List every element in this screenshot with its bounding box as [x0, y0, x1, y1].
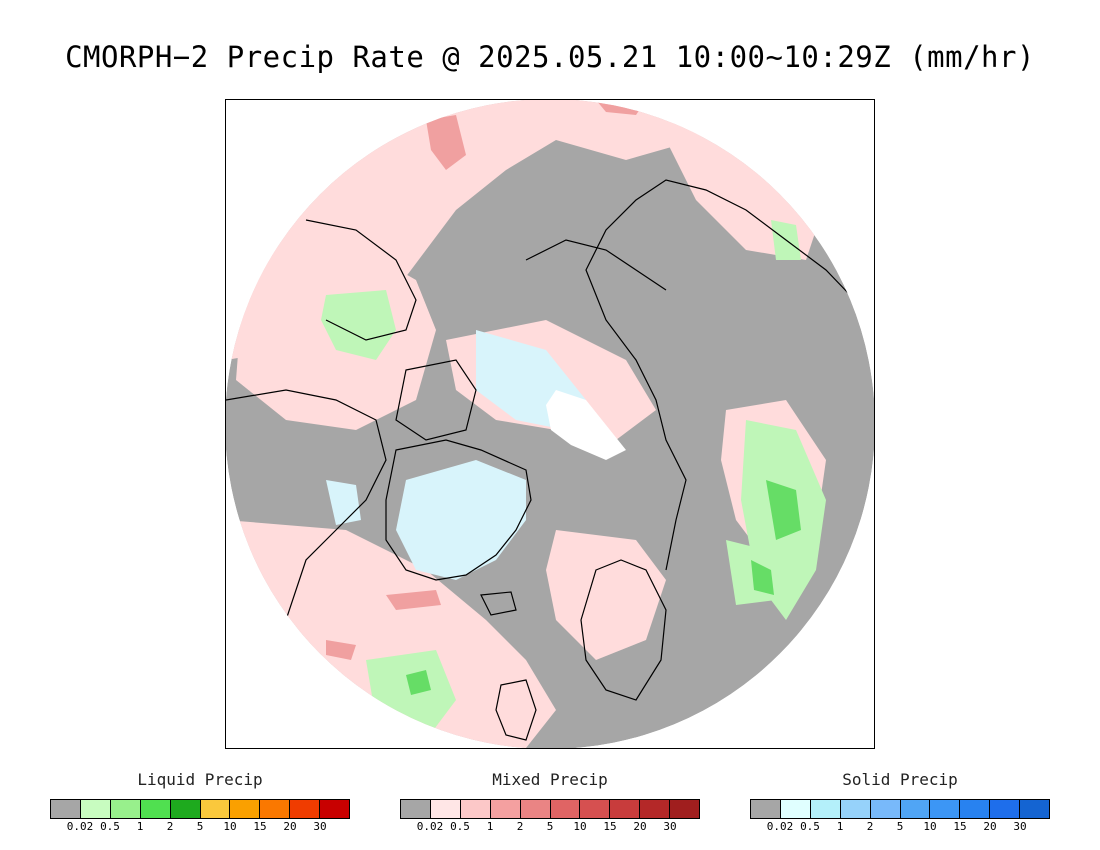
legend-swatch-7 [260, 800, 291, 818]
legend-liquid-precip: Liquid Precip 0.02 0.5 1 2 5 10 15 20 30 [50, 770, 350, 834]
liquid-precip-canada [321, 290, 396, 360]
greenland-coast [385, 439, 532, 581]
legend-swatch-7 [960, 800, 991, 818]
legend-swatch-1 [780, 800, 811, 818]
legend-swatch-8 [290, 800, 321, 818]
coastlines [226, 179, 874, 741]
north-america-coast [226, 389, 387, 641]
solid-precip-greenland-icecap [396, 460, 526, 580]
legend-tick-label: 10 [223, 820, 237, 833]
siberia-north-coast [525, 239, 667, 291]
legend-swatch-1 [430, 800, 461, 818]
legend-swatch-3 [840, 800, 871, 818]
mixed-precip-heavy-cells [326, 100, 646, 660]
legend-tick-label: 2 [166, 820, 174, 833]
legend-solid-precip: Solid Precip 0.02 0.5 1 2 5 10 15 20 30 [750, 770, 1050, 834]
legend-tick-label: 1 [836, 820, 844, 833]
legend-swatch-3 [490, 800, 521, 818]
legend-tick-label: 0.02 [66, 820, 94, 833]
legend-swatches [750, 799, 1050, 819]
mixed-precip-norwegian-sea [546, 530, 666, 660]
legend-tick-label: 15 [953, 820, 967, 833]
legend-swatches [400, 799, 700, 819]
legend-swatch-0 [401, 800, 431, 818]
legend-tick-label: 5 [196, 820, 204, 833]
legend-swatch-8 [990, 800, 1021, 818]
legend-swatch-5 [550, 800, 581, 818]
legend-tick-label: 20 [283, 820, 297, 833]
legend-tick-label: 20 [983, 820, 997, 833]
legend-swatch-5 [200, 800, 231, 818]
legend-swatch-9 [320, 800, 350, 818]
alaska-coast [305, 219, 417, 341]
legend-swatches [50, 799, 350, 819]
legend-tick-label: 30 [313, 820, 327, 833]
legend-swatch-2 [110, 800, 141, 818]
legend-title: Mixed Precip [492, 770, 608, 789]
legend-tick-label: 20 [633, 820, 647, 833]
polar-map-frame [225, 99, 875, 749]
eurasia-coast [585, 179, 874, 571]
legend-tick-label: 1 [136, 820, 144, 833]
legend-tick-label: 0.5 [450, 820, 470, 833]
mixed-heavy-cell-4 [326, 640, 356, 660]
legend-ticks: 0.02 0.5 1 2 5 10 15 20 30 [750, 820, 1050, 834]
liquid-moderate-cell-3 [751, 560, 774, 595]
legend-swatch-7 [610, 800, 641, 818]
legend-tick-label: 5 [546, 820, 554, 833]
mixed-heavy-cell-3 [386, 590, 441, 610]
iceland-coast [480, 591, 517, 616]
legend-tick-label: 30 [1013, 820, 1027, 833]
legend-tick-label: 15 [603, 820, 617, 833]
legend-swatch-1 [80, 800, 111, 818]
canadian-archipelago-coast [395, 359, 477, 441]
legend-tick-label: 5 [896, 820, 904, 833]
legend-title: Solid Precip [842, 770, 958, 789]
legend-mixed-precip: Mixed Precip 0.02 0.5 1 2 5 10 15 20 30 [400, 770, 700, 834]
legend-tick-label: 1 [486, 820, 494, 833]
legend-swatch-6 [230, 800, 261, 818]
polar-precip-map [226, 100, 874, 748]
legend-tick-label: 10 [573, 820, 587, 833]
legend-tick-label: 2 [866, 820, 874, 833]
legend-tick-label: 0.5 [100, 820, 120, 833]
legend-tick-label: 30 [663, 820, 677, 833]
legend-swatch-0 [51, 800, 81, 818]
legend-swatch-6 [930, 800, 961, 818]
legend-tick-label: 0.02 [416, 820, 444, 833]
legend-swatch-6 [580, 800, 611, 818]
legend-title: Liquid Precip [137, 770, 263, 789]
legend-swatch-4 [170, 800, 201, 818]
legend-ticks: 0.02 0.5 1 2 5 10 15 20 30 [400, 820, 700, 834]
legend-swatch-3 [140, 800, 171, 818]
legend-tick-label: 2 [516, 820, 524, 833]
legend-swatch-5 [900, 800, 931, 818]
legend-tick-label: 0.02 [766, 820, 794, 833]
legend-swatch-2 [460, 800, 491, 818]
liquid-moderate-cell-1 [766, 480, 801, 540]
liquid-precip-moderate-cells [406, 480, 801, 695]
legend-swatch-0 [751, 800, 781, 818]
liquid-moderate-cell-2 [406, 670, 431, 695]
legend-swatch-4 [520, 800, 551, 818]
british-isles-coast [495, 679, 537, 741]
legend-tick-label: 10 [923, 820, 937, 833]
map-title: CMORPH−2 Precip Rate @ 2025.05.21 10:00~… [65, 40, 1035, 74]
legend-tick-label: 15 [253, 820, 267, 833]
legend-tick-label: 0.5 [800, 820, 820, 833]
legend-swatch-2 [810, 800, 841, 818]
legend-swatch-9 [1020, 800, 1050, 818]
map-disc [226, 100, 874, 748]
legend-swatch-8 [640, 800, 671, 818]
legend-ticks: 0.02 0.5 1 2 5 10 15 20 30 [50, 820, 350, 834]
legend-swatch-9 [670, 800, 700, 818]
legend-swatch-4 [870, 800, 901, 818]
mixed-heavy-cell-1 [426, 115, 466, 170]
scandinavia-coast [580, 559, 667, 701]
polar-data-gap [546, 390, 626, 460]
